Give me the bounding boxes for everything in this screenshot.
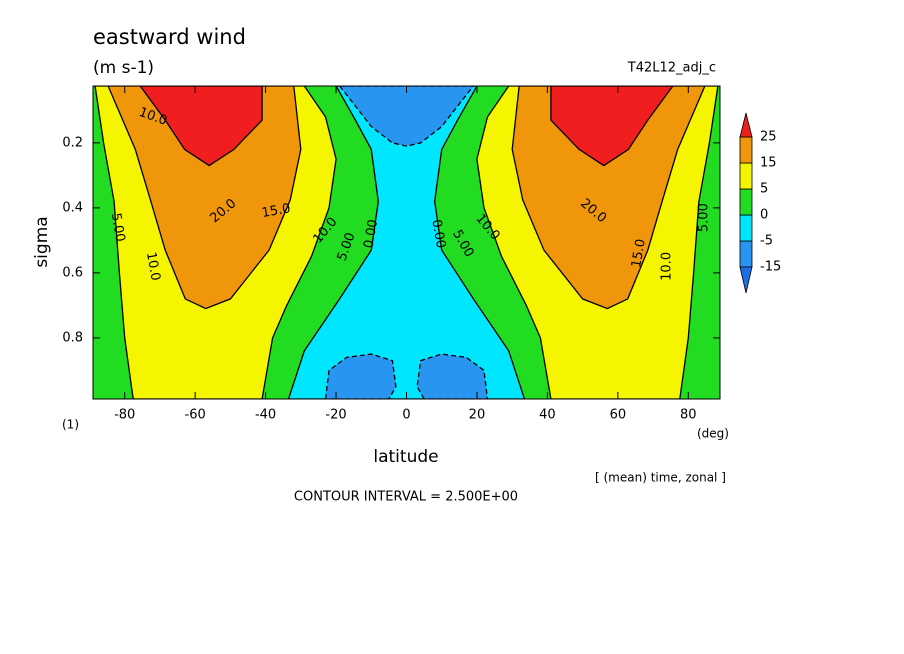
contour-label: 10.0	[143, 251, 163, 282]
colorbar-segment	[739, 214, 753, 242]
x-axis-label: latitude	[373, 447, 438, 467]
x-tick-label: 60	[610, 408, 627, 423]
y-axis-label: sigma	[32, 216, 52, 267]
contour-region	[511, 86, 706, 310]
x-tick-label: -80	[114, 408, 135, 423]
contour-region	[287, 86, 526, 399]
y-tick-label: 0.6	[62, 265, 83, 280]
x-tick-label: -60	[185, 408, 206, 423]
contour-region	[338, 86, 475, 147]
contour-label: 0.00	[361, 218, 381, 249]
colorbar-top	[739, 112, 753, 138]
colorbar-label: 5	[760, 182, 768, 197]
chart-title: eastward wind	[93, 25, 246, 49]
contour-label: 15.0	[261, 201, 292, 221]
contour-label: 15.0	[629, 238, 649, 269]
colorbar-label: 25	[760, 130, 777, 145]
contour-region	[139, 86, 263, 167]
contour-interval: CONTOUR INTERVAL = 2.500E+00	[294, 490, 518, 505]
x-unit: (deg)	[697, 427, 729, 441]
contour-label: 5.00	[108, 212, 128, 243]
colorbar-segment	[739, 240, 753, 268]
colorbar-label: -5	[760, 234, 773, 249]
colorbar-label: -15	[760, 260, 781, 275]
x-tick-label: -20	[325, 408, 346, 423]
x-tick-label: 40	[539, 408, 556, 423]
contour-label: 10.0	[660, 252, 675, 281]
contour-region	[107, 86, 302, 310]
contour-region	[324, 353, 397, 399]
y-tick-label: 0.2	[62, 135, 83, 150]
x-tick-label: 80	[680, 408, 697, 423]
colorbar-bottom	[739, 266, 753, 294]
colorbar-segment	[739, 136, 753, 164]
contour-region	[416, 353, 489, 399]
colorbar-label: 15	[760, 156, 777, 171]
contour-region	[550, 86, 674, 167]
y-tick-label: 0.4	[62, 200, 83, 215]
y-unit: (1)	[62, 418, 79, 432]
x-tick-label: 0	[402, 408, 410, 423]
y-tick-label: 0.8	[62, 330, 83, 345]
x-tick-label: 20	[469, 408, 486, 423]
chart-subtitle: (m s-1)	[93, 58, 154, 78]
colorbar-label: 0	[760, 208, 768, 223]
run-label: T42L12_adj_c	[627, 61, 716, 76]
note: [ (mean) time, zonal ]	[595, 471, 726, 485]
x-tick-label: -40	[255, 408, 276, 423]
contour-label: 5.00	[697, 203, 712, 232]
contour-label: 0.00	[428, 218, 448, 249]
colorbar-segment	[739, 162, 753, 190]
colorbar-segment	[739, 188, 753, 216]
